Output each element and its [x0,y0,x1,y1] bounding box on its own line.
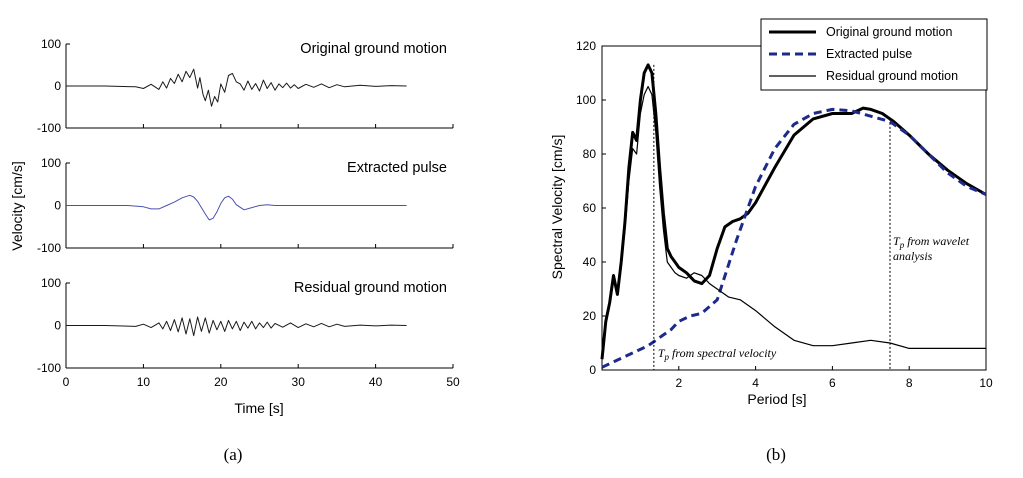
chart-a-y-tick-label: 100 [41,156,61,170]
chart-a-series-line [66,316,407,337]
chart-a-panel: -100 0 100 Residual ground motion [37,276,454,375]
chart-a-series-line [66,68,407,107]
chart-a-y-tick-label: 100 [41,37,61,51]
annotation-label: Tp from spectral velocity [658,346,777,362]
chart-b-y-tick-label: 40 [583,255,597,269]
chart-a-panel-title: Residual ground motion [294,280,447,296]
chart-b-series-line [601,85,986,360]
chart-b-x-tick-label: 2 [675,376,682,390]
chart-a-x-tick-label: 40 [369,375,383,389]
chart-a-x-tick-label: 0 [63,375,70,389]
annotation-label: Tp from wavelet [893,234,970,250]
legend-label: Residual ground motion [826,69,958,83]
chart-b-legend: Original ground motion Extracted pulse Res… [760,18,988,91]
chart-b-caption: (b) [766,445,786,464]
chart-b-y-tick-label: 120 [576,39,596,53]
chart-a-y-tick-label: -100 [37,361,61,375]
chart-b-plot-frame [601,45,987,371]
chart-b-y-tick-label: 100 [576,93,596,107]
chart-a-y-tick-label: 0 [54,79,61,93]
chart-b-x-tick-label: 10 [979,376,993,390]
legend-label: Original ground motion [826,25,953,39]
chart-b-y-tick-label: 60 [583,201,597,215]
chart-a-y-tick-label: -100 [37,121,61,135]
chart-b-x-tick-label: 6 [829,376,836,390]
chart-a-x-tick-label: 50 [446,375,460,389]
legend-label: Extracted pulse [826,47,912,61]
chart-b-y-tick-label: 0 [589,363,596,377]
chart-a-x-tick-label: 10 [137,375,151,389]
chart-b-series-line [600,63,987,360]
chart-a-panel: -100 0 100 Original ground motion [37,37,454,135]
chart-b-series-line [601,107,987,369]
chart-b-y-tick-label: 80 [583,147,597,161]
chart-b-x-axis-label: Period [s] [747,391,806,407]
chart-a-y-axis-label: Velocity [cm/s] [9,161,25,250]
chart-b-y-tick-label: 20 [583,309,597,323]
chart-a-y-tick-label: -100 [37,241,61,255]
chart-a-y-tick-label: 0 [54,199,61,213]
chart-a-series-line [66,194,407,221]
chart-b-axes: 0 20 40 60 80 100 120 2 4 6 8 10 [576,39,993,390]
chart-a-panel: -100 0 100 Extracted pulse [37,156,454,255]
annotation-label-line2: analysis [893,249,933,263]
chart-a-y-tick-label: 0 [54,319,61,333]
chart-a-panel-title: Extracted pulse [347,160,447,176]
annotation-symbol: T [658,346,666,360]
chart-b-x-tick-label: 4 [752,376,759,390]
annotation-subscript: p [899,240,905,250]
annotation-text: from wavelet [904,234,970,248]
chart-a-x-tick-label: 20 [214,375,228,389]
chart-b-x-tick-label: 8 [906,376,913,390]
chart-b-series-group [600,63,987,369]
chart-b-spectral-velocity: 0 20 40 60 80 100 120 2 4 6 8 10 Tp from spectral v… [549,18,993,464]
annotation-text: from spectral velocity [669,346,777,360]
chart-a-x-tick-label: 30 [292,375,306,389]
chart-a-x-axis-label: Time [s] [234,400,283,416]
chart-a-y-tick-label: 100 [41,276,61,290]
chart-a-caption: (a) [224,445,243,464]
chart-a-panel-title: Original ground motion [300,41,447,57]
annotation-subscript: p [664,352,670,362]
chart-b-y-axis-label: Spectral Velocity [cm/s] [549,135,565,280]
annotation-symbol: T [893,234,901,248]
